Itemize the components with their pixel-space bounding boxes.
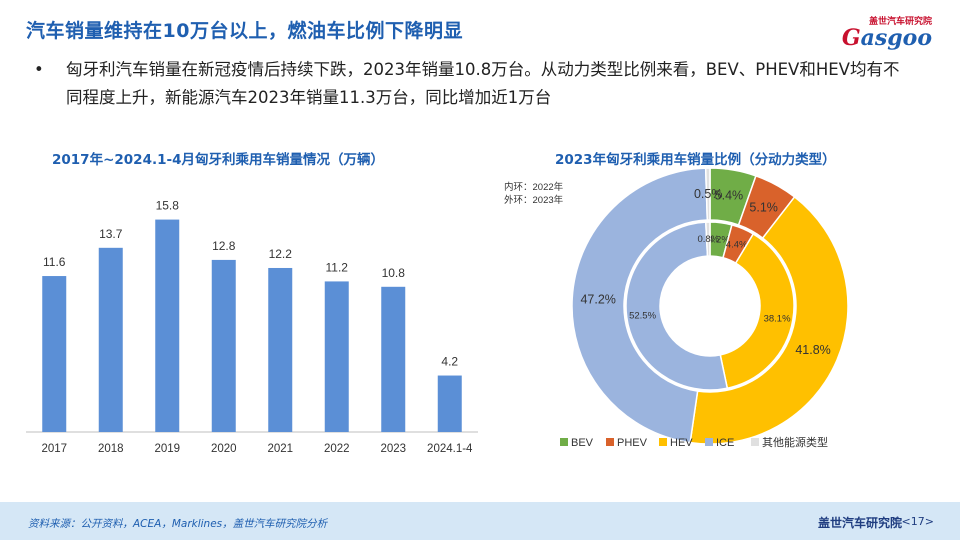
donut-chart: 5.4% 5.1% 41.8% 47.2% 0.5% 4.2%4.4% 38.1% 52.5%… — [504, 168, 849, 449]
bar-value-label: 12.8 — [212, 239, 236, 253]
legend-label: 其他能源类型 — [762, 435, 828, 449]
x-tick-label: 2021 — [267, 443, 293, 455]
legend-swatch-ICE — [705, 438, 713, 446]
footer-org: 盖世汽车研究院 — [817, 516, 902, 530]
bar-value-label: 10.8 — [382, 266, 406, 280]
bar-2017 — [42, 276, 67, 432]
outer-slice-label: 5.1% — [749, 201, 778, 215]
bar-value-label: 15.8 — [156, 199, 180, 213]
inner-slice-label: 4.4% — [726, 239, 748, 250]
legend-swatch-HEV — [659, 438, 667, 446]
outer-slice-label: 5.4% — [715, 189, 744, 203]
legend-label: BEV — [571, 437, 594, 449]
legend-swatch-BEV — [560, 438, 568, 446]
slide-title: 汽车销量维持在10万台以上，燃油车比例下降明显 — [26, 20, 463, 42]
bar-value-label: 11.2 — [326, 260, 349, 274]
inner-slice-label: 38.1% — [764, 313, 791, 324]
bullet-marker: • — [34, 60, 44, 79]
legend-label: ICE — [716, 437, 734, 449]
inner-slice-ICE — [625, 221, 729, 391]
legend-label: HEV — [670, 437, 693, 449]
page-number: | <17> — [894, 515, 934, 528]
x-tick-label: 2017 — [41, 443, 67, 455]
logo-wordmark: Gasgoo — [822, 27, 932, 49]
inner-slice-label: 4.2% — [708, 235, 730, 246]
x-tick-label: 2019 — [154, 443, 180, 455]
bar-2018 — [98, 247, 123, 432]
outer-slice-ICE — [571, 168, 709, 444]
summary-bullet: • 匈牙利汽车销量在新冠疫情后持续下跌，2023年销量10.8万台。从动力类型比… — [34, 56, 914, 112]
logo-g: G — [841, 25, 861, 51]
gasgoo-logo: 盖世汽车研究院 Gasgoo — [822, 14, 932, 49]
outer-slice-label: 41.8% — [795, 343, 830, 357]
x-tick-label: 2022 — [324, 443, 350, 455]
x-tick-label: 2020 — [211, 443, 237, 455]
outer-slice-label: 0.5% — [694, 187, 723, 201]
bar-value-label: 4.2 — [441, 355, 458, 369]
legend-swatch-PHEV — [606, 438, 614, 446]
outer-slice-label: 47.2% — [580, 293, 615, 307]
inner-slice-其他能源类型 — [704, 221, 711, 257]
bullet-text: 匈牙利汽车销量在新冠疫情后持续下跌，2023年销量10.8万台。从动力类型比例来… — [66, 60, 900, 107]
bar-value-label: 12.2 — [269, 247, 293, 261]
bar-chart-title: 2017年~2024.1-4月匈牙利乘用车销量情况（万辆） — [52, 152, 384, 168]
x-tick-label: 2023 — [380, 443, 406, 455]
footer-source: 资料来源：公开资料，ACEA，Marklines，盖世汽车研究院分析 — [28, 518, 328, 530]
bar-2019 — [155, 219, 180, 432]
outer-slice-其他能源类型 — [704, 168, 711, 221]
bar-value-label: 11.6 — [43, 255, 66, 269]
footer-bar: 资料来源：公开资料，ACEA，Marklines，盖世汽车研究院分析 盖世汽车研… — [0, 502, 960, 540]
donut-chart-title: 2023年匈牙利乘用车销量比例（分动力类型） — [555, 152, 836, 168]
ring-note: 内环：2022年 — [504, 181, 564, 193]
inner-slice-label: 52.5% — [629, 311, 656, 322]
bar-2021 — [268, 267, 293, 432]
bar-2020 — [211, 259, 236, 432]
bar-2024.1-4 — [437, 375, 462, 432]
logo-tagline: 盖世汽车研究院 — [868, 17, 932, 27]
inner-slice-HEV — [719, 232, 795, 390]
logo-rest: asgoo — [860, 25, 932, 51]
inner-slice-label: 0.8% — [697, 234, 719, 245]
bar-value-label: 13.7 — [99, 227, 123, 241]
x-tick-label: 2024.1-4 — [427, 443, 473, 455]
bar-2022 — [324, 281, 349, 432]
legend-label: PHEV — [617, 437, 648, 449]
legend-swatch-其他能源类型 — [751, 438, 759, 446]
bar-2023 — [381, 286, 406, 432]
x-tick-label: 2018 — [98, 443, 124, 455]
ring-note: 外环：2023年 — [504, 194, 564, 206]
bar-chart: 11.6 2017 13.7 2018 15.8 2019 12.8 2020 12.2 2021… — [26, 199, 478, 455]
